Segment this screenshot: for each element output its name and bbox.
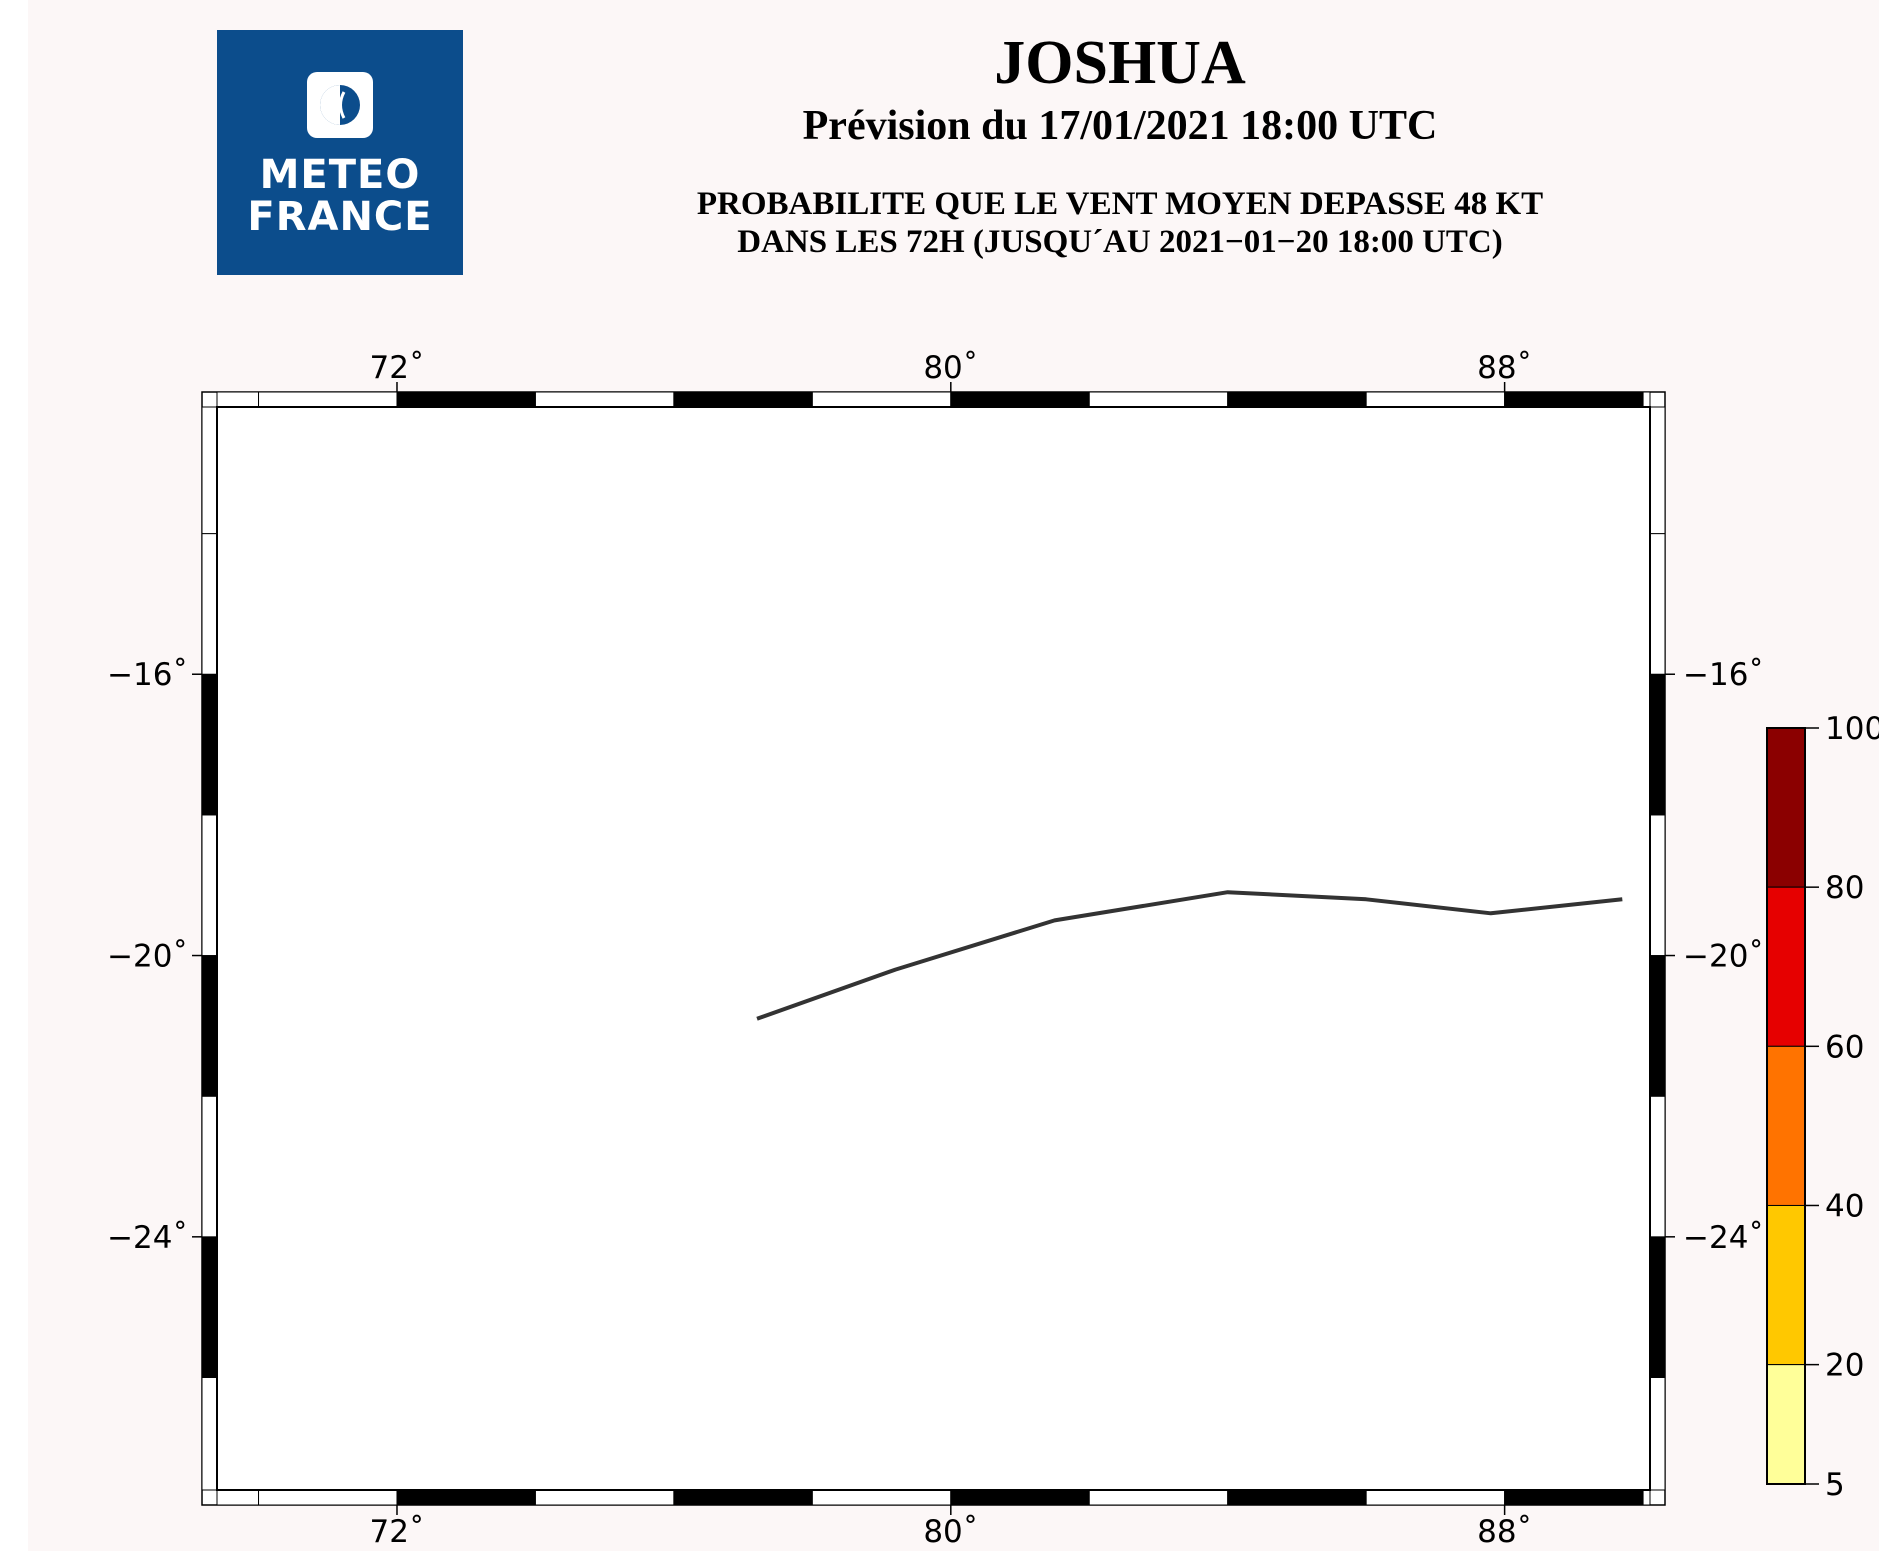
frame-band-top (258, 391, 398, 408)
colorbar-border (1766, 727, 1806, 1485)
frame-band-top (1227, 391, 1367, 408)
colorbar-label-40: 40 (1825, 1188, 1864, 1224)
meteo-france-logo: METEO FRANCE (217, 30, 463, 275)
frame-band-bottom (673, 1489, 813, 1506)
frame-band-bottom (534, 1489, 675, 1506)
frame-band-bottom (258, 1489, 398, 1506)
frame-outer (201, 391, 1666, 1506)
logo-text-meteo: METEO (259, 152, 421, 198)
frame-band-right (1649, 406, 1666, 535)
colorbar-bands (1766, 727, 1806, 1485)
frame-band-bottom (1227, 1489, 1367, 1506)
frame-band-left (201, 1376, 218, 1491)
colorbar-band (1766, 1204, 1806, 1366)
frame-band-bottom (396, 1489, 536, 1506)
coordinate-labels: 72˚ 80˚ 88˚ 72˚ 80˚ 88˚ −16˚ −20˚ −24˚ −… (107, 350, 1764, 1550)
frame-band-top (396, 391, 536, 408)
frame-band-bottom (1088, 1489, 1229, 1506)
lon-label-top-88: 88˚ (1477, 350, 1532, 386)
logo-text-france: FRANCE (247, 194, 433, 240)
frame-band-left (201, 1095, 218, 1238)
frame-band-top (811, 391, 952, 408)
frame-band-right (1649, 955, 1666, 1097)
colorbar-band (1766, 727, 1806, 888)
colorbar-band (1766, 886, 1806, 1047)
map-frame (192, 382, 1675, 1515)
storm-track-line (756, 890, 1623, 1021)
frame-band-bottom (950, 1489, 1090, 1506)
lon-label-bottom-72: 72˚ (370, 1514, 425, 1550)
frame-band-top (950, 391, 1090, 408)
frame-band-left (201, 533, 218, 675)
forecast-date: Prévision du 17/01/2021 18:00 UTC (802, 103, 1438, 149)
frame-band-top (1088, 391, 1229, 408)
colorbar-label-80: 80 (1825, 870, 1864, 906)
frame-band-right (1649, 533, 1666, 675)
lon-label-bottom-80: 80˚ (923, 1514, 978, 1550)
probability-colorbar: 100 80 60 40 20 5 (1766, 711, 1879, 1503)
frame-band-right (1649, 1236, 1666, 1378)
frame-band-right (1649, 1376, 1666, 1491)
frame-band-top (673, 391, 813, 408)
frame-band-top (1504, 391, 1644, 408)
frame-band-bottom (1642, 1489, 1651, 1506)
frame-band-left (201, 673, 218, 816)
frame-band-left (201, 406, 218, 535)
frame-band-top (1642, 391, 1651, 408)
frame-band-bottom (1365, 1489, 1506, 1506)
description-line-2: DANS LES 72H (JUSQU´AU 2021−01−20 18:00 … (737, 224, 1503, 260)
lon-label-top-72: 72˚ (370, 350, 425, 386)
lon-label-bottom-88: 88˚ (1477, 1514, 1532, 1550)
lat-label-right-24: −24˚ (1683, 1220, 1764, 1256)
lat-label-right-20: −20˚ (1683, 939, 1764, 975)
colorbar-band (1766, 1364, 1806, 1485)
colorbar-label-5: 5 (1825, 1467, 1845, 1503)
frame-band-right (1649, 814, 1666, 957)
frame-inner-border (216, 406, 1651, 1491)
frame-band-top (1365, 391, 1506, 408)
lat-label-right-16: −16˚ (1683, 657, 1764, 693)
colorbar-labels: 100 80 60 40 20 5 (1825, 711, 1879, 1503)
frame-band-left (201, 814, 218, 957)
frame-band-top (534, 391, 675, 408)
storm-name: JOSHUA (994, 29, 1246, 97)
meteo-france-emblem-icon (307, 72, 373, 138)
colorbar-label-100: 100 (1825, 711, 1879, 747)
frame-band-left (201, 955, 218, 1097)
colorbar-ticks (1805, 727, 1819, 1485)
colorbar-label-20: 20 (1825, 1348, 1864, 1384)
frame-band-right (1649, 1095, 1666, 1238)
frame-band-bottom (1504, 1489, 1644, 1506)
frame-band-top (216, 391, 260, 408)
frame-band-bottom (811, 1489, 952, 1506)
description-line-1: PROBABILITE QUE LE VENT MOYEN DEPASSE 48… (696, 186, 1544, 222)
colorbar-band (1766, 1045, 1806, 1206)
lat-label-left-20: −20˚ (107, 939, 188, 975)
lat-label-left-24: −24˚ (107, 1220, 188, 1256)
colorbar-label-60: 60 (1825, 1029, 1864, 1065)
lat-label-left-16: −16˚ (107, 657, 188, 693)
frame-band-left (201, 1236, 218, 1378)
frame-band-bottom (216, 1489, 260, 1506)
frame-band-right (1649, 673, 1666, 816)
lon-label-top-80: 80˚ (923, 350, 978, 386)
